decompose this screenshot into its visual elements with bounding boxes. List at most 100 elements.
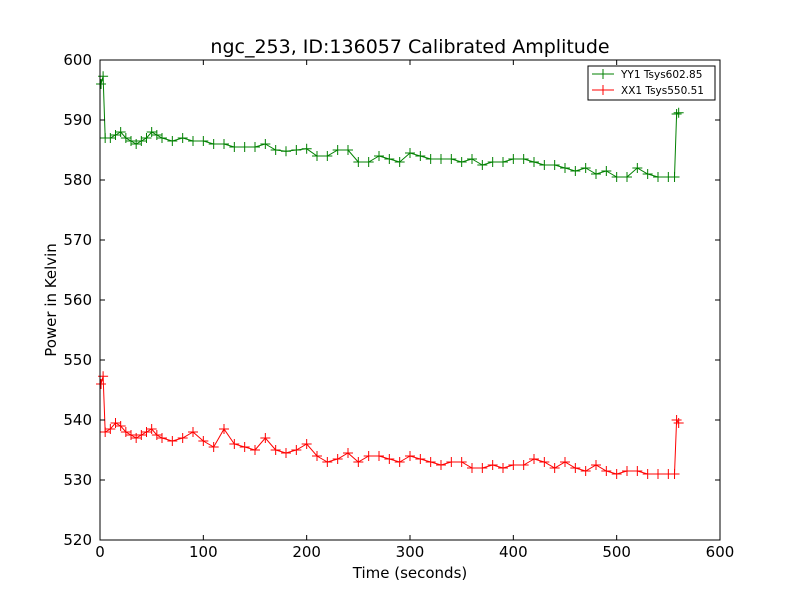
data-point [363,451,374,461]
data-point [653,172,663,182]
series-1 [96,371,684,479]
data-point [219,424,229,434]
data-point [642,469,653,479]
series-0 [96,71,684,182]
data-point [219,139,229,149]
data-point [487,157,498,167]
legend: YY1 Tsys602.85 XX1 Tsys550.51 [587,65,716,101]
data-point [146,424,157,434]
data-point [518,460,529,470]
data-point [622,466,632,476]
data-point [131,433,142,443]
data-point [642,169,653,179]
data-point [105,133,116,143]
data-point [632,466,643,476]
data-point [477,463,488,473]
data-point [446,154,457,164]
data-point [394,157,405,167]
data-point [570,463,581,473]
data-point [560,163,570,173]
y-tick-label: 550 [63,351,92,369]
y-tick-label: 540 [63,411,92,429]
x-tick-label: 100 [189,543,218,561]
data-point [110,130,121,140]
data-point [115,127,126,137]
data-point [322,457,333,467]
data-point [177,133,188,143]
data-point [146,127,157,137]
axes-ticks: 0 100 200 300 400 500 600 520 530 540 550 560 570 580… [63,51,734,561]
data-point [539,457,550,467]
y-tick-label: 600 [63,51,92,69]
data-point [405,148,415,158]
data-point [611,172,622,182]
data-point [188,136,198,146]
data-point [374,451,384,461]
legend-label-yy1: YY1 Tsys602.85 [620,69,702,81]
x-axis-label: Time (seconds) [352,564,468,582]
data-point [467,463,477,473]
data-point [374,151,384,161]
data-point [157,133,167,143]
data-point [529,157,539,167]
legend-marker-0 [598,69,608,79]
plot-frame [99,59,721,541]
series-line-0 [100,76,679,178]
y-tick-label: 590 [63,111,92,129]
data-point [529,454,539,464]
data-point [229,439,240,449]
data-point [110,418,121,428]
data-point [198,436,209,446]
data-point [425,457,436,467]
data-point [167,136,178,146]
data-point [115,421,126,431]
data-point [188,427,198,437]
data-point [157,433,167,443]
data-point [477,160,488,170]
data-point [260,433,271,443]
data-point [591,460,601,470]
data-point [270,445,281,455]
plot-area [96,71,684,479]
x-tick-label: 600 [706,543,735,561]
x-tick-label: 300 [396,543,425,561]
data-point [322,151,333,161]
data-point [591,169,601,179]
data-point [405,451,415,461]
data-point [100,427,111,437]
data-point [96,79,107,89]
data-point [270,145,281,155]
data-point [539,160,550,170]
data-point [673,418,684,428]
data-point [291,445,302,455]
x-tick-label: 500 [602,543,631,561]
x-tick-label: 400 [499,543,528,561]
data-point [281,146,291,157]
y-tick-label: 560 [63,291,92,309]
data-point [105,424,116,434]
data-point [260,139,271,149]
data-point [363,157,374,167]
data-point [673,107,684,118]
data-point [653,469,663,479]
data-point [518,154,529,164]
legend-box [587,65,716,101]
data-point [343,448,353,458]
data-point [601,166,612,176]
data-point [353,157,364,167]
data-point [167,436,178,446]
data-point [120,427,131,437]
data-point [580,466,591,476]
data-point [384,154,395,164]
x-tick-label: 200 [292,543,321,561]
data-point [301,143,312,154]
data-point [120,133,131,143]
data-point [343,145,353,155]
data-point [560,457,570,467]
x-tick-label: 0 [95,543,105,561]
data-point [436,460,446,470]
data-point [151,130,162,140]
data-point [498,157,508,167]
data-point [141,427,152,437]
data-point [415,151,426,161]
